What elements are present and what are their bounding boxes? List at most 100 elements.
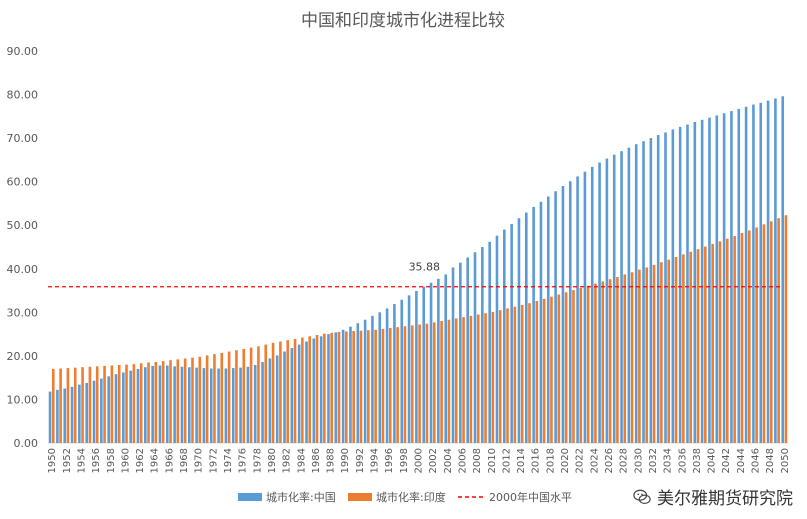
bar — [173, 366, 176, 443]
bar — [275, 355, 279, 443]
bar — [586, 285, 590, 443]
bar — [308, 336, 311, 443]
bar — [403, 326, 407, 443]
bar — [605, 158, 609, 443]
bar — [114, 374, 118, 443]
bar — [759, 102, 763, 443]
bar — [498, 310, 502, 443]
bar — [125, 364, 128, 443]
bar — [667, 259, 671, 443]
bar — [469, 315, 473, 443]
bar — [249, 347, 253, 443]
bar — [466, 257, 469, 443]
bar — [432, 322, 436, 443]
bar — [525, 212, 528, 443]
bar — [356, 323, 360, 443]
x-tick-label: 1998 — [399, 448, 410, 473]
x-tick-label: 1964 — [150, 448, 161, 473]
y-tick-label: 10.00 — [7, 393, 39, 406]
bar — [103, 365, 106, 443]
bar — [92, 380, 96, 443]
bar — [542, 298, 546, 443]
bar — [476, 314, 480, 443]
x-tick-label: 2014 — [516, 448, 527, 473]
bar — [517, 218, 521, 443]
bar — [257, 346, 260, 443]
bar — [437, 278, 440, 443]
annotation-group: 35.88 — [409, 261, 441, 274]
bar — [623, 274, 627, 443]
x-tick-label: 1996 — [384, 448, 395, 473]
bar — [429, 282, 433, 443]
bar — [539, 201, 543, 443]
x-tick-label: 1954 — [76, 448, 87, 473]
y-tick-label: 60.00 — [7, 176, 39, 189]
x-tick-label: 1984 — [296, 448, 307, 473]
x-tick-label: 2008 — [472, 448, 483, 473]
bar — [315, 334, 319, 443]
bar — [726, 238, 729, 443]
bar — [393, 304, 396, 443]
bar — [752, 104, 755, 443]
x-tick-label: 1970 — [194, 448, 205, 473]
x-tick-label: 2034 — [663, 448, 674, 473]
bar — [286, 340, 290, 443]
bar — [66, 368, 70, 443]
bar — [217, 368, 220, 443]
bar — [583, 171, 587, 443]
bar — [572, 290, 575, 443]
x-tick-label: 2022 — [575, 448, 586, 473]
bar — [319, 336, 323, 443]
bar — [594, 283, 597, 443]
legend-label: 城市化率:中国 — [266, 490, 336, 504]
x-tick-label: 2002 — [428, 448, 439, 473]
watermark: 美尔雅期货研究院 — [633, 484, 793, 509]
x-tick-label: 2026 — [604, 448, 615, 473]
series-india — [51, 215, 788, 443]
bar — [704, 246, 707, 443]
bar — [169, 360, 172, 443]
bar — [459, 262, 462, 443]
bar — [224, 368, 228, 443]
chart-title: 中国和印度城市化进程比较 — [301, 11, 505, 31]
bar — [612, 154, 616, 443]
bar — [642, 141, 645, 443]
bar — [415, 290, 418, 443]
x-tick-label: 2000 — [414, 448, 425, 473]
y-tick-label: 70.00 — [7, 132, 39, 145]
bar — [209, 368, 213, 443]
bar — [652, 264, 656, 443]
bar — [422, 286, 426, 443]
x-axis: 1950 1952 1954 1956 1958 1960 1962 1964 1966 1968… — [47, 442, 791, 473]
bar — [598, 162, 601, 443]
bar — [88, 366, 92, 443]
bar — [520, 304, 524, 443]
bar — [781, 96, 785, 444]
bar — [473, 252, 477, 443]
bar — [191, 357, 194, 443]
bar — [283, 351, 286, 443]
x-tick-label: 1974 — [223, 448, 234, 473]
bar — [484, 313, 487, 443]
bar — [462, 317, 465, 443]
bar — [561, 186, 565, 443]
bar — [195, 367, 198, 443]
bar — [63, 388, 67, 443]
bar — [400, 299, 404, 443]
bar — [271, 342, 275, 443]
bar — [363, 319, 367, 443]
bar — [579, 287, 583, 443]
bar — [660, 262, 663, 443]
bar — [202, 368, 206, 443]
bars-group — [48, 96, 788, 444]
bar — [374, 329, 377, 443]
bar — [312, 338, 316, 443]
x-tick-label: 1992 — [355, 448, 366, 473]
bar — [546, 196, 550, 443]
bar — [213, 354, 216, 443]
x-tick-label: 1968 — [179, 448, 190, 473]
bar — [664, 132, 667, 443]
bar — [674, 257, 678, 443]
bar — [454, 318, 458, 443]
